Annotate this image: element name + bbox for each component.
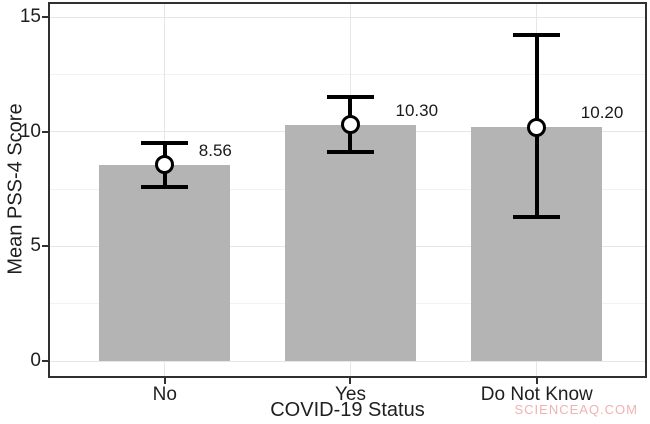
y-axis-tick (42, 130, 48, 133)
error-bar-cap-top (326, 95, 374, 100)
bar-no (99, 164, 231, 361)
mean-value-label: 8.56 (198, 140, 232, 160)
error-bar-cap-top (141, 141, 189, 146)
gridline-major-horizontal (48, 16, 647, 18)
x-axis-tick (535, 378, 538, 384)
x-axis-title: COVID-19 Status (270, 399, 425, 421)
x-axis-tick-label: Do Not Know (480, 384, 593, 405)
error-bar-cap-top (513, 33, 561, 38)
x-axis-tick-label: No (152, 384, 177, 405)
error-bar-cap-bottom (513, 214, 561, 219)
error-bar-cap-bottom (326, 150, 374, 155)
mean-point-marker (340, 115, 360, 135)
y-axis-tick-label: 15 (19, 6, 41, 27)
watermark: SCIENCEAQ.COM (514, 402, 638, 417)
y-axis-tick (42, 16, 48, 18)
gridline-major-horizontal (48, 360, 647, 362)
x-axis-tick-label: Yes (334, 384, 366, 405)
y-axis-tick-label: 10 (19, 120, 41, 142)
mean-value-label: 10.30 (395, 100, 439, 120)
y-axis-tick-label: 0 (30, 350, 41, 371)
mean-point-marker (155, 155, 175, 175)
y-axis-tick (42, 360, 48, 362)
error-bar-cap-bottom (141, 184, 189, 189)
x-axis-tick (349, 378, 352, 384)
mean-value-label: 10.20 (580, 103, 624, 123)
bar-yes (284, 124, 416, 361)
x-axis-tick (163, 378, 166, 384)
y-axis-tick (42, 245, 48, 248)
y-axis-tick-label: 5 (30, 235, 41, 257)
mean-point-marker (527, 117, 547, 137)
gridline-minor-horizontal (48, 73, 647, 75)
